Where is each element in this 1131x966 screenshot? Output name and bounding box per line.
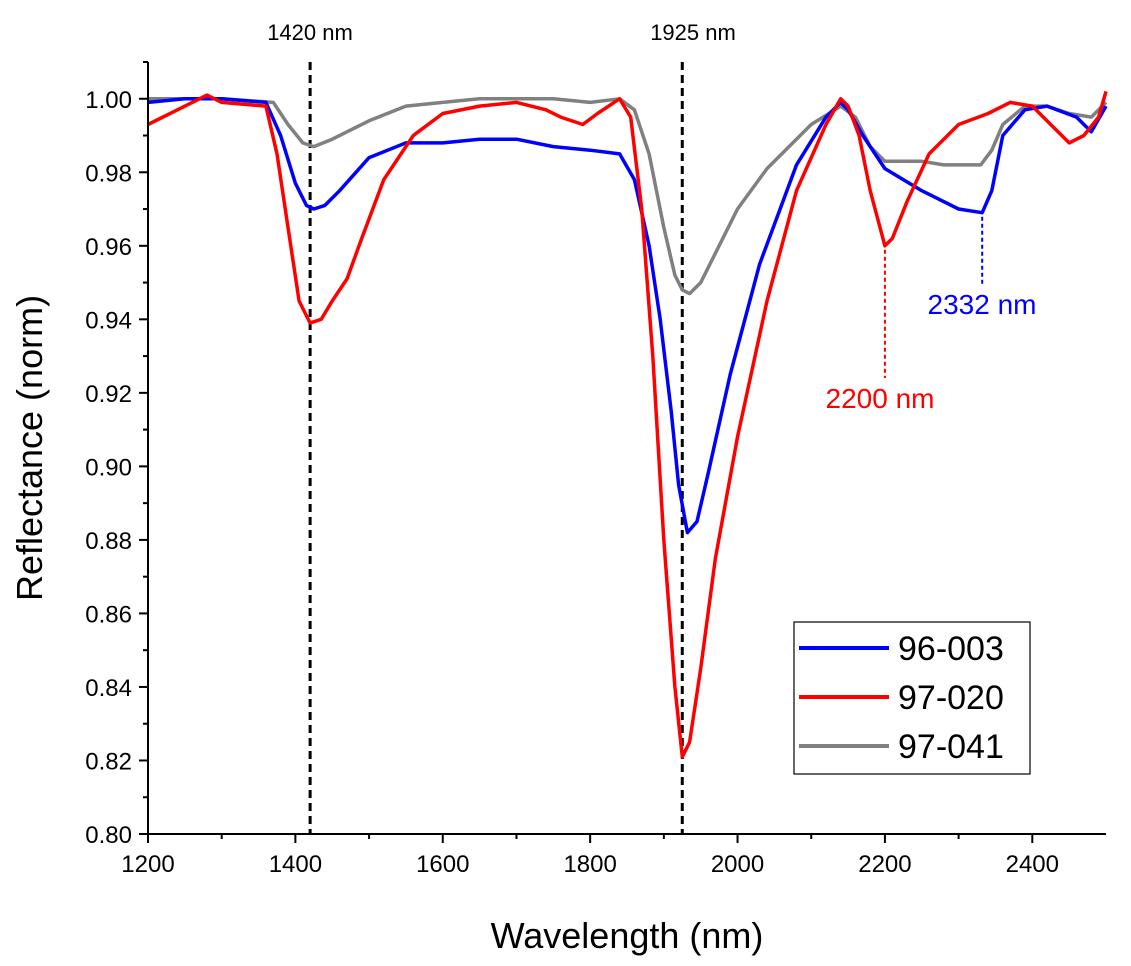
- x-tick-label: 1200: [121, 851, 174, 878]
- y-tick-label: 0.98: [85, 160, 132, 187]
- y-tick-label: 0.86: [85, 601, 132, 628]
- series-layer: [147, 90, 1108, 759]
- y-tick-label: 0.92: [85, 381, 132, 408]
- x-tick-label: 1600: [416, 851, 469, 878]
- legend-label-97-020: 97-020: [898, 679, 1004, 717]
- x-tick-label: 2000: [711, 851, 764, 878]
- annotation-lines: [308, 62, 984, 834]
- y-axis-title: Reflectance (norm): [9, 295, 50, 601]
- annotation-2332-label: 2332 nm: [928, 289, 1037, 320]
- x-tick-label: 2400: [1006, 851, 1059, 878]
- annotation-1925-label: 1925 nm: [650, 20, 736, 45]
- x-tick-label: 1800: [563, 851, 616, 878]
- series-line-97-020: [147, 90, 1108, 759]
- legend-label-97-041: 97-041: [898, 728, 1004, 766]
- y-tick-label: 0.90: [85, 454, 132, 481]
- ticks-layer: 1200 1400 1600 1800 2000 2200 2400 0.80 0.82 0.84…: [85, 61, 1059, 878]
- x-tick-label: 1400: [269, 851, 322, 878]
- y-tick-label: 0.80: [85, 822, 132, 849]
- axes-layer: [147, 62, 1106, 835]
- y-tick-label: 0.94: [85, 307, 132, 334]
- x-axis-title: Wavelength (nm): [491, 915, 764, 956]
- x-tick-label: 2200: [858, 851, 911, 878]
- legend-label-96-003: 96-003: [898, 630, 1004, 668]
- y-tick-label: 0.84: [85, 675, 132, 702]
- annotation-1420-label: 1420 nm: [267, 20, 353, 45]
- y-tick-label: 1.00: [85, 87, 132, 114]
- y-tick-label: 0.96: [85, 234, 132, 261]
- y-tick-label: 0.88: [85, 528, 132, 555]
- series-line-97-041: [148, 97, 1108, 296]
- legend: 96-003 97-020 97-041: [793, 621, 1031, 775]
- series-line-96-003: [147, 97, 1108, 535]
- y-tick-label: 0.82: [85, 748, 132, 775]
- annotation-2200-label: 2200 nm: [826, 383, 935, 414]
